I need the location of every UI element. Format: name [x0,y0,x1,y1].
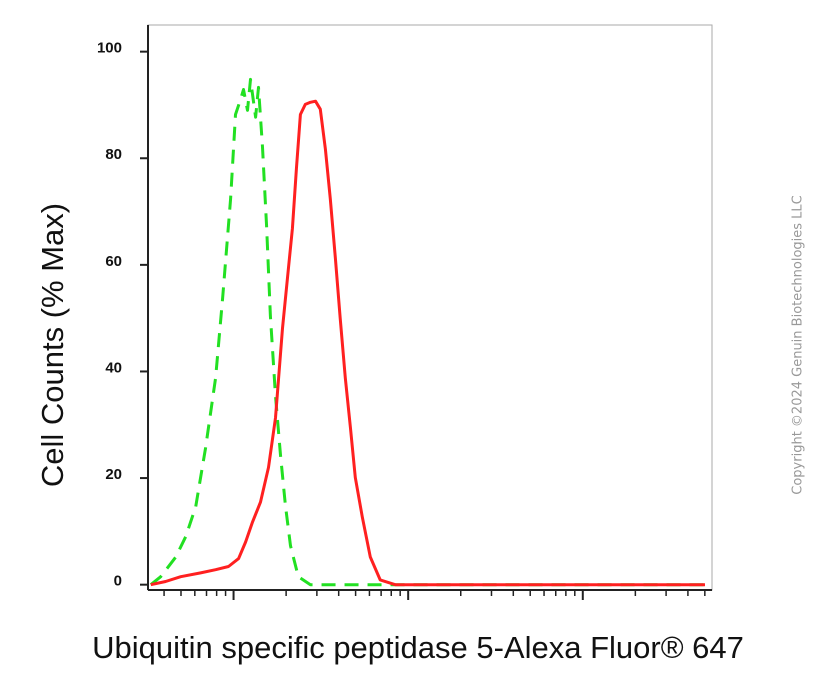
y-tick-label: 0 [114,573,122,590]
y-tick-label: 20 [105,466,122,483]
series-line [150,99,705,587]
watermark: Copyright ©2024 Genuin Biotechnologies L… [791,195,806,494]
x-axis-title: Ubiquitin specific peptidase 5-Alexa Flu… [92,630,744,665]
y-tick-label: 60 [105,253,122,270]
plot-frame [147,24,713,591]
y-tick-label: 80 [105,146,122,163]
y-tick-label: 40 [105,359,122,376]
y-tick-label: 100 [97,40,122,57]
series-line [149,77,705,587]
y-axis-title: Cell Counts (% Max) [35,203,70,487]
